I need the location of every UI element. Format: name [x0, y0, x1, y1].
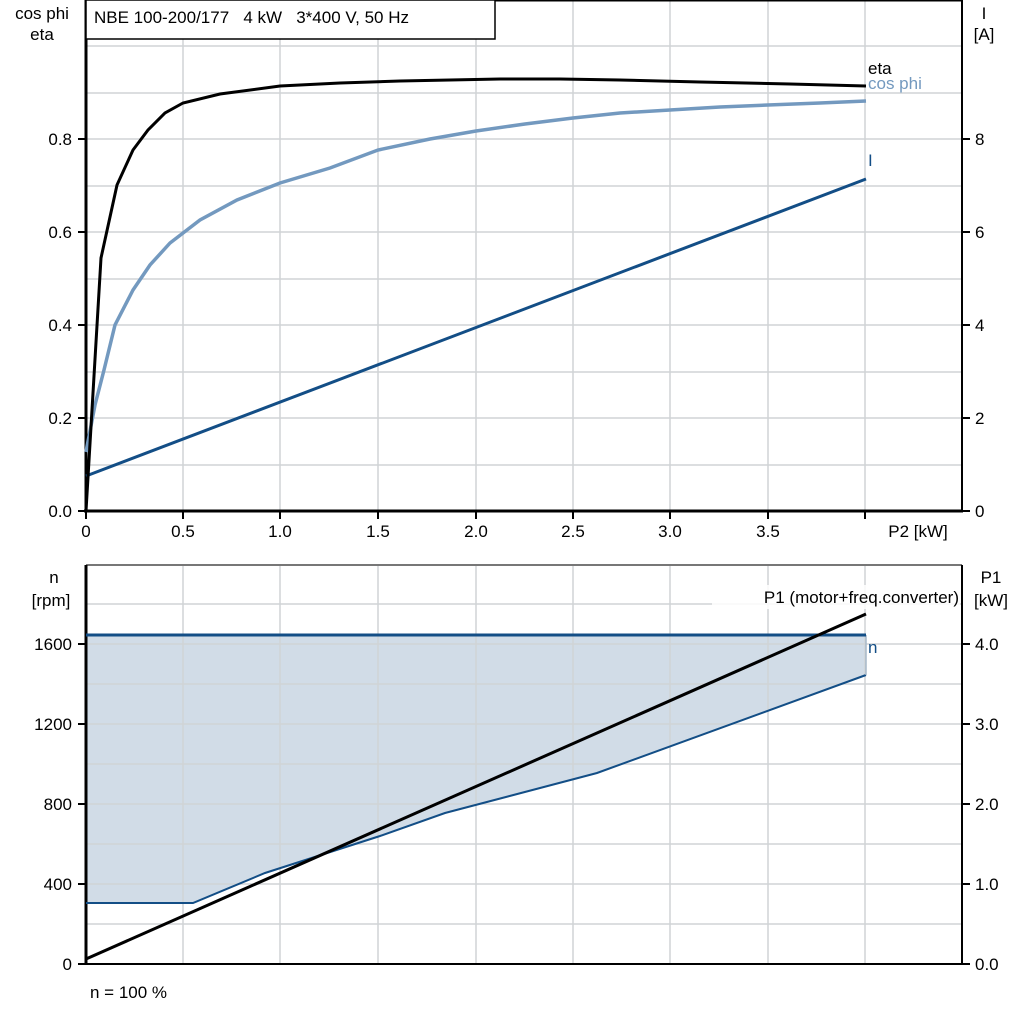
- speed-footer-note: n = 100 %: [90, 983, 167, 1002]
- y-right-tick-label: 3.0: [975, 715, 999, 734]
- eta-curve: [84, 77, 867, 512]
- y-right-tick-label: 8: [975, 130, 984, 149]
- p1-curve-label: P1 (motor+freq.converter): [764, 588, 959, 607]
- x-tick-label: 1.0: [268, 522, 292, 541]
- cos-phi-curve: [84, 99, 867, 453]
- bottom-chart: n P1 (motor+freq.converter) n [rpm] P1 […: [32, 564, 1008, 1002]
- top-right-axis-title-1: I: [982, 4, 987, 23]
- x-tick-label: 1.5: [366, 522, 390, 541]
- cos-phi-curve-label: cos phi: [868, 74, 922, 93]
- bottom-right-tick-labels: 0.0 1.0 2.0 3.0 4.0: [975, 635, 999, 974]
- top-chart: eta cos phi I NBE 100-200/177 4 kW 3*400…: [15, 0, 994, 541]
- top-right-axis-title-2: [A]: [974, 25, 995, 44]
- y-right-tick-label: 0.0: [975, 955, 999, 974]
- x-tick-label: 3.0: [658, 522, 682, 541]
- y-right-tick-label: 4.0: [975, 635, 999, 654]
- x-axis-title: P2 [kW]: [888, 522, 948, 541]
- y-tick-label: 0: [63, 955, 72, 974]
- top-left-axis-title-2: eta: [30, 25, 54, 44]
- y-tick-label: 1200: [34, 715, 72, 734]
- title-box: [85, 0, 496, 40]
- y-tick-label: 0.2: [48, 409, 72, 428]
- top-left-tick-labels: 0.0 0.2 0.4 0.6 0.8: [48, 130, 72, 521]
- x-tick-label: 2.0: [464, 522, 488, 541]
- speed-curve-label: n: [868, 638, 877, 657]
- speed-min-curve: [86, 674, 867, 904]
- current-curve-label: I: [868, 151, 873, 170]
- top-x-tick-labels: 0 0.5 1.0 1.5 2.0 2.5 3.0 3.5: [81, 522, 780, 541]
- y-tick-label: 0.4: [48, 316, 72, 335]
- bottom-left-axis-title-1: n: [49, 568, 58, 587]
- x-tick-label: 3.5: [756, 522, 780, 541]
- top-left-axis-title-1: cos phi: [15, 4, 69, 23]
- bottom-left-tick-labels: 0 400 800 1200 1600: [34, 635, 72, 974]
- p1-curve: [85, 612, 867, 961]
- chart-title: NBE 100-200/177 4 kW 3*400 V, 50 Hz: [94, 8, 409, 27]
- bottom-right-axis-title-1: P1: [981, 568, 1002, 587]
- y-tick-label: 0.0: [48, 502, 72, 521]
- eta-curve-label: eta: [868, 59, 892, 78]
- y-tick-label: 800: [44, 795, 72, 814]
- y-tick-label: 0.6: [48, 223, 72, 242]
- x-tick-label: 2.5: [561, 522, 585, 541]
- top-grid: [86, 0, 962, 511]
- y-tick-label: 0.8: [48, 130, 72, 149]
- x-tick-label: 0.5: [171, 522, 195, 541]
- y-right-tick-label: 6: [975, 223, 984, 242]
- bottom-left-axis-title-2: [rpm]: [32, 591, 71, 610]
- y-right-tick-label: 4: [975, 316, 984, 335]
- y-tick-label: 1600: [34, 635, 72, 654]
- top-right-tick-labels: 0 2 4 6 8: [975, 130, 984, 521]
- y-right-tick-label: 2: [975, 409, 984, 428]
- y-right-tick-label: 0: [975, 502, 984, 521]
- y-tick-label: 400: [44, 875, 72, 894]
- bottom-right-axis-title-2: [kW]: [974, 591, 1008, 610]
- y-right-tick-label: 2.0: [975, 795, 999, 814]
- current-curve: [85, 177, 867, 478]
- x-tick-label: 0: [81, 522, 90, 541]
- y-right-tick-label: 1.0: [975, 875, 999, 894]
